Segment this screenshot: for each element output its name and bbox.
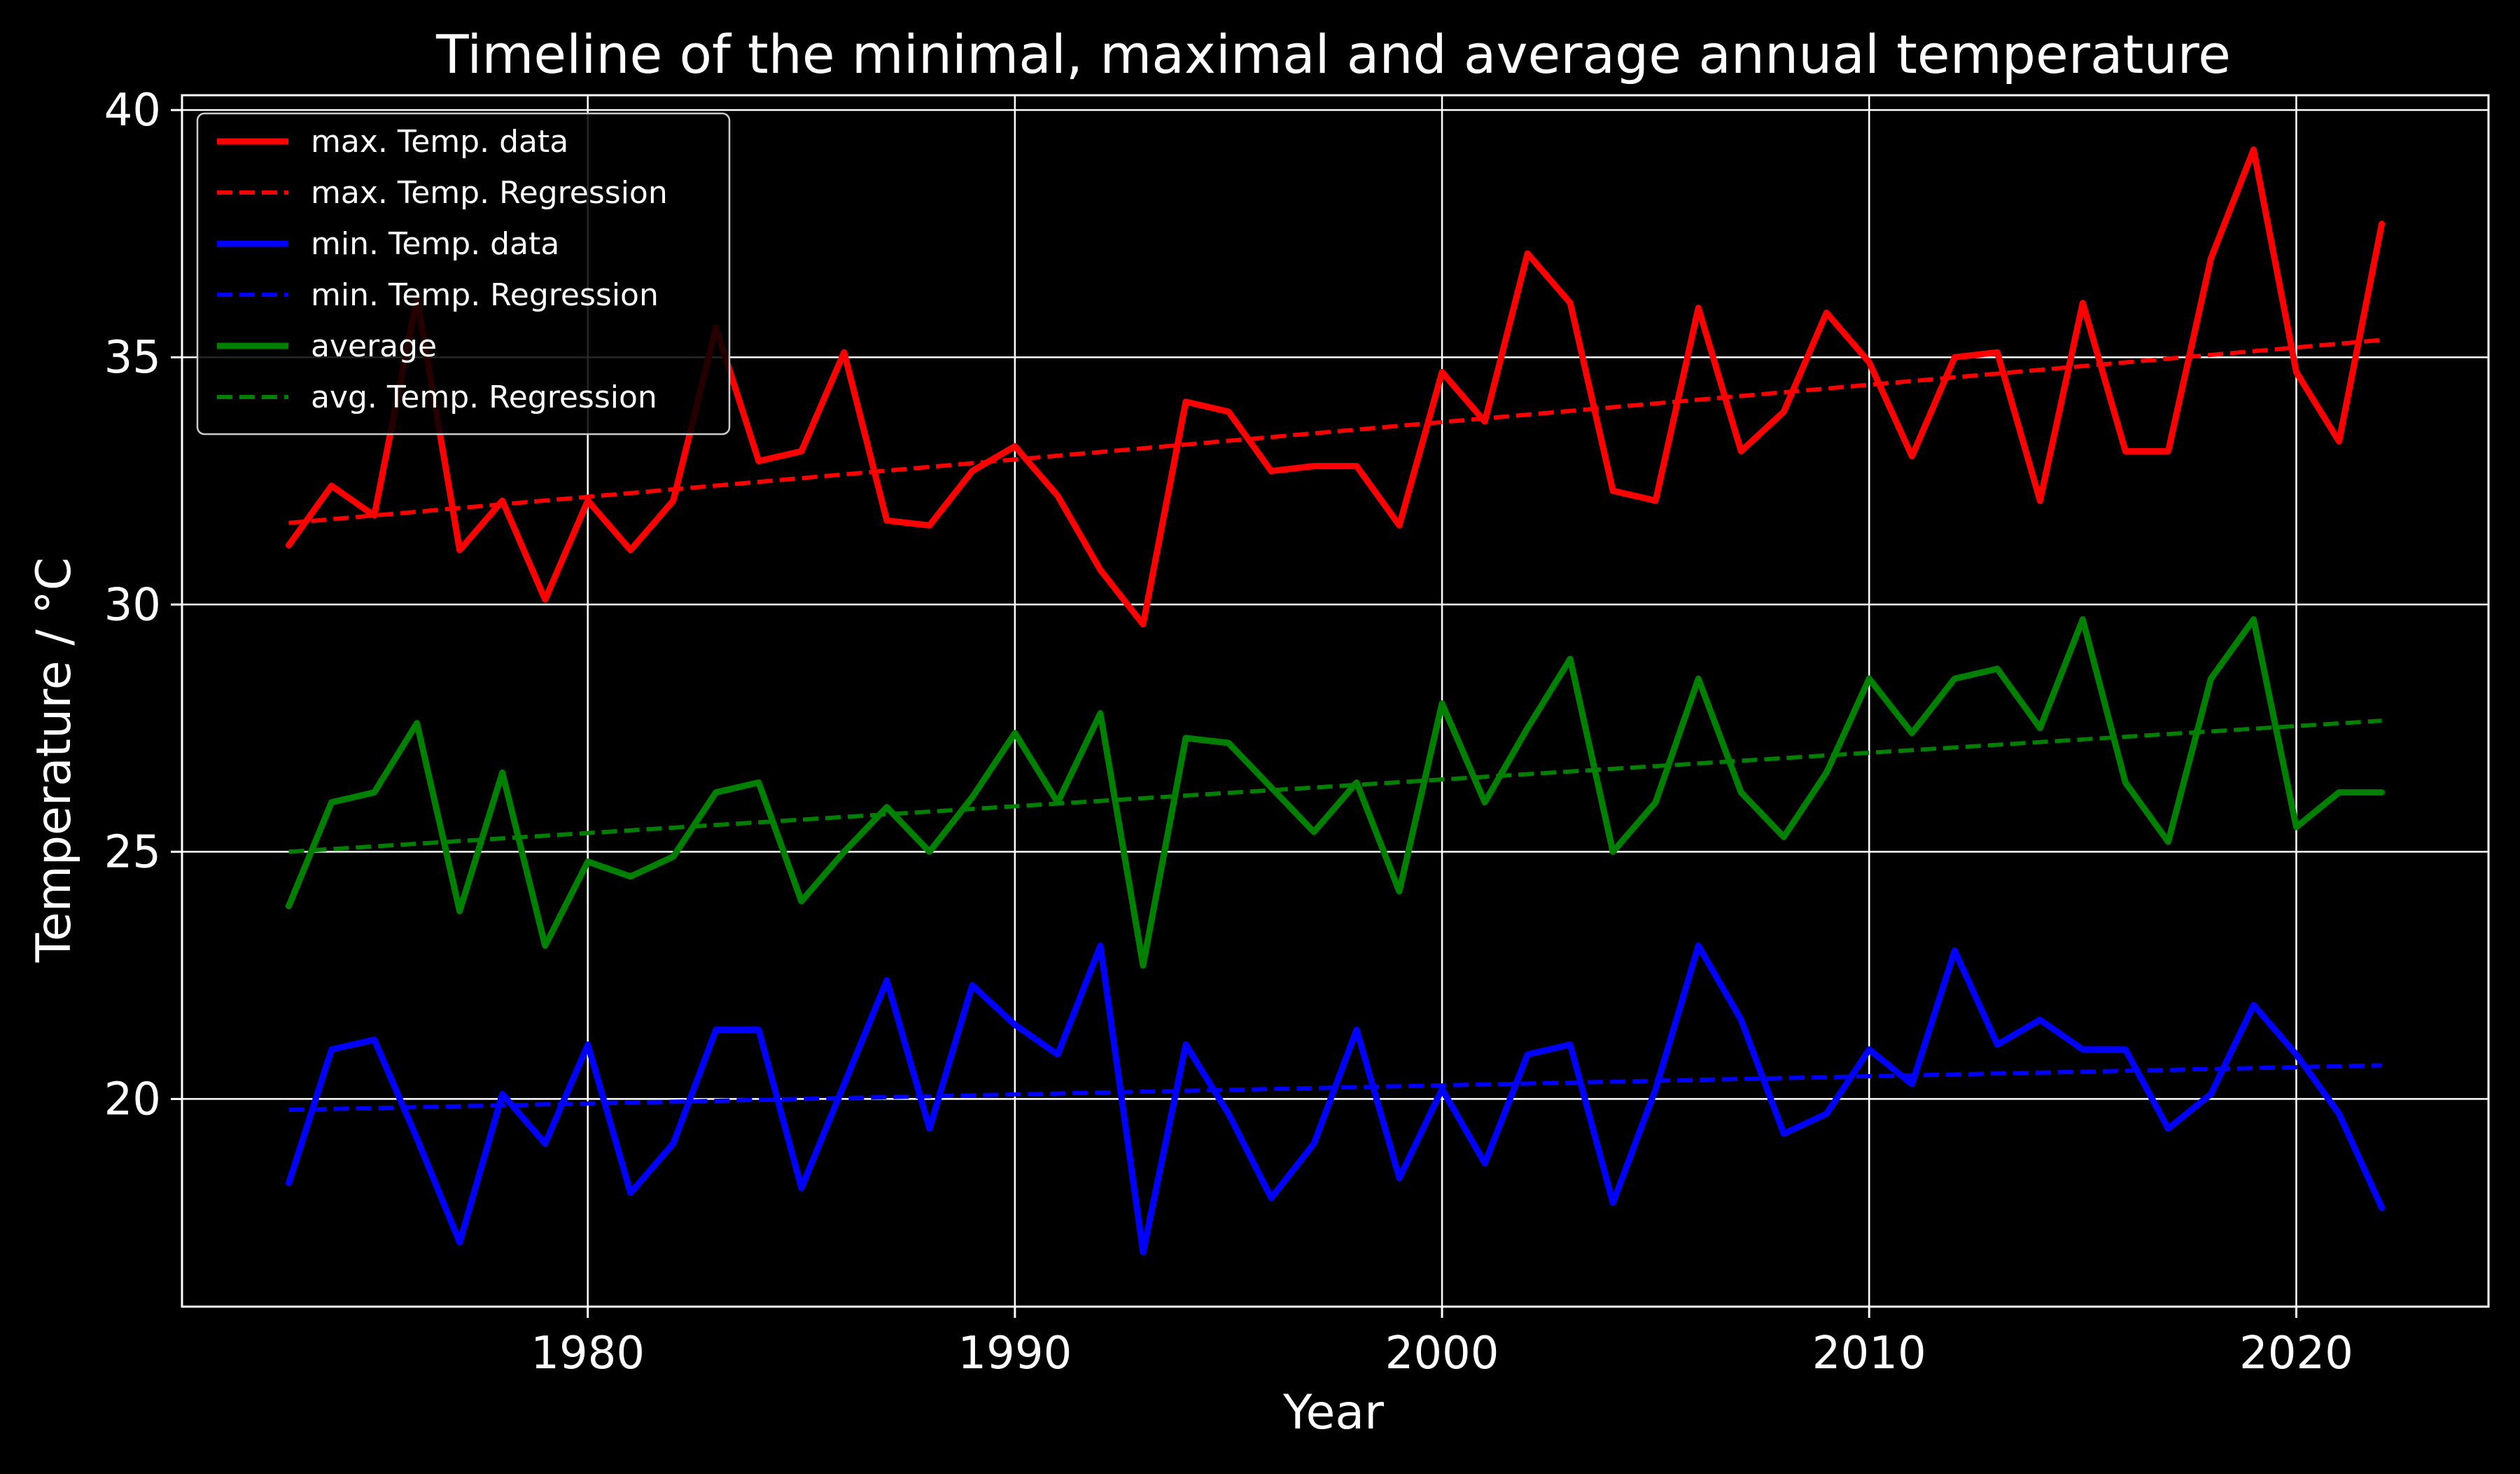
series-line-6 [288,718,2382,854]
y-tick-label: 35 [104,332,161,384]
plot-frame [181,94,2490,1308]
x-axis-label: Year [1282,1385,1384,1440]
x-tick-label: 1980 [531,1328,645,1379]
series-line-4 [288,1063,2382,1112]
series-line-2 [288,338,2382,525]
x-tick-label: 2000 [1385,1328,1499,1379]
legend-label: max. Temp. data [311,124,568,160]
x-tick-label: 2020 [2239,1328,2353,1379]
legend: max. Temp. data max. Temp. Regression min.… [196,112,731,436]
legend-label: average [311,328,437,364]
chart-title: Timeline of the minimal, maximal and ave… [435,23,2231,85]
y-tick-label: 40 [104,85,161,137]
legend-label: max. Temp. Regression [311,175,668,211]
x-tick-label: 2010 [1812,1328,1926,1379]
series-line-1 [286,146,2385,628]
y-tick-label: 20 [104,1073,161,1125]
series-line-5 [286,616,2385,969]
series-lines [286,146,2385,1256]
y-tick-label: 25 [104,826,161,878]
legend-box [196,112,731,436]
x-tick-label: 1990 [958,1328,1072,1379]
series-line-3 [286,943,2385,1256]
legend-label: min. Temp. data [311,226,559,262]
y-axis-label: Temperature / °C [27,557,82,963]
legend-label: avg. Temp. Regression [311,380,657,415]
legend-label: min. Temp. Regression [311,277,659,313]
y-tick-label: 30 [104,579,161,631]
